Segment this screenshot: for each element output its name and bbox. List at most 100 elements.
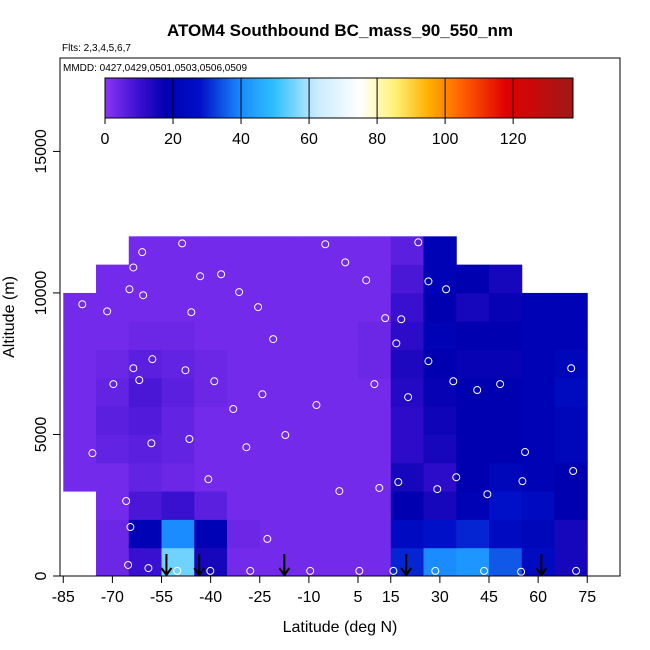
cell bbox=[227, 264, 261, 294]
cell bbox=[390, 491, 425, 520]
cell bbox=[63, 462, 97, 492]
sample-point bbox=[138, 248, 147, 257]
sample-point bbox=[521, 448, 530, 457]
cell bbox=[63, 377, 97, 407]
cell bbox=[521, 406, 556, 435]
cell bbox=[554, 547, 588, 577]
cell bbox=[292, 236, 326, 266]
cell bbox=[325, 264, 359, 294]
colorbar-tick-label: 60 bbox=[300, 131, 318, 148]
cell bbox=[194, 519, 228, 549]
colorbar-tick-label: 40 bbox=[232, 131, 250, 148]
cell bbox=[96, 462, 130, 492]
cell bbox=[227, 491, 261, 520]
cell bbox=[325, 406, 359, 435]
cell bbox=[554, 292, 588, 322]
cell bbox=[128, 519, 163, 549]
cell bbox=[456, 321, 490, 351]
cell bbox=[128, 462, 163, 492]
arrow-head bbox=[278, 567, 291, 577]
cell bbox=[292, 547, 326, 577]
sample-point bbox=[517, 567, 526, 576]
sample-point bbox=[139, 291, 148, 300]
cell bbox=[259, 434, 294, 464]
cell bbox=[227, 462, 261, 492]
cell bbox=[489, 377, 523, 407]
cell bbox=[521, 321, 556, 351]
cell bbox=[194, 349, 228, 379]
sample-point bbox=[217, 270, 226, 279]
cell bbox=[489, 406, 523, 435]
cell bbox=[96, 434, 130, 464]
cell bbox=[456, 519, 490, 549]
cell bbox=[161, 292, 195, 322]
cell bbox=[358, 377, 392, 407]
colorbar-tick-label: 80 bbox=[368, 131, 386, 148]
arrow-head bbox=[400, 567, 412, 577]
sample-point bbox=[404, 393, 413, 402]
heatmap bbox=[63, 236, 588, 577]
cell bbox=[194, 434, 228, 464]
cell bbox=[456, 377, 490, 407]
sample-point bbox=[335, 487, 344, 496]
flight-marker bbox=[400, 554, 412, 577]
cell bbox=[227, 547, 261, 577]
cell bbox=[96, 491, 130, 520]
cell bbox=[554, 377, 588, 407]
cell bbox=[390, 519, 425, 549]
cell bbox=[292, 377, 326, 407]
cell bbox=[358, 321, 392, 351]
x-tick-label: -10 bbox=[297, 589, 320, 606]
cell bbox=[325, 491, 359, 520]
cell bbox=[489, 491, 523, 520]
cell bbox=[259, 462, 294, 492]
flight-marker bbox=[160, 554, 173, 577]
cell bbox=[194, 292, 228, 322]
sample-point bbox=[362, 276, 371, 285]
cell bbox=[358, 491, 392, 520]
cell bbox=[292, 491, 326, 520]
y-tick-label: 5000 bbox=[33, 417, 50, 453]
cell bbox=[259, 321, 294, 351]
sample-point bbox=[375, 483, 384, 492]
cell bbox=[325, 292, 359, 322]
cell bbox=[161, 377, 195, 407]
cell bbox=[128, 406, 163, 435]
overlay bbox=[160, 554, 548, 577]
sample-point bbox=[124, 560, 133, 569]
cell bbox=[227, 236, 261, 266]
cell bbox=[96, 264, 130, 294]
sample-point bbox=[433, 485, 442, 494]
cell bbox=[194, 491, 228, 520]
sample-point bbox=[567, 364, 576, 373]
cell bbox=[292, 406, 326, 435]
sample-point bbox=[452, 473, 461, 482]
cell bbox=[358, 236, 392, 266]
x-tick-label: -85 bbox=[52, 589, 75, 606]
cell bbox=[63, 434, 97, 464]
cell bbox=[456, 264, 490, 294]
cell bbox=[161, 434, 195, 464]
cell bbox=[521, 462, 556, 492]
cell bbox=[161, 349, 195, 379]
cell bbox=[423, 377, 457, 407]
cell bbox=[423, 349, 457, 379]
sample-point bbox=[181, 366, 190, 375]
cell bbox=[161, 462, 195, 492]
plot-frame bbox=[59, 57, 621, 577]
cell bbox=[456, 349, 490, 379]
sample-point bbox=[125, 285, 134, 294]
sample-point bbox=[389, 566, 398, 575]
cell bbox=[456, 434, 490, 464]
sample-point bbox=[321, 240, 330, 249]
x-tick-label: 15 bbox=[382, 589, 400, 606]
cell bbox=[292, 434, 326, 464]
sample-point bbox=[263, 534, 272, 543]
sample-point bbox=[126, 523, 135, 532]
cell bbox=[390, 434, 425, 464]
cell bbox=[161, 321, 195, 351]
cell bbox=[128, 491, 163, 520]
sample-point bbox=[173, 566, 182, 575]
sample-point bbox=[254, 303, 263, 312]
sample-point bbox=[103, 307, 112, 316]
